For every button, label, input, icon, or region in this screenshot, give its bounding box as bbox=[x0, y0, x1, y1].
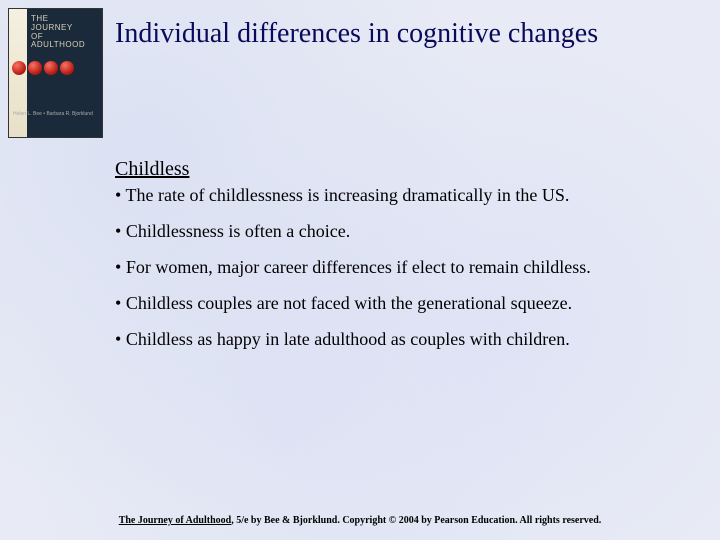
bullet-item: • The rate of childlessness is increasin… bbox=[115, 185, 690, 207]
bullet-item: • Childless couples are not faced with t… bbox=[115, 293, 690, 315]
bullet-text: Childless as happy in late adulthood as … bbox=[126, 329, 570, 349]
footer-book-title: The Journey of Adulthood bbox=[119, 515, 232, 526]
fruit-icon bbox=[60, 61, 74, 75]
bullet-item: • Childless as happy in late adulthood a… bbox=[115, 329, 690, 351]
bullet-item: • For women, major career differences if… bbox=[115, 257, 690, 279]
slide-title: Individual differences in cognitive chan… bbox=[115, 18, 598, 50]
fruit-icon bbox=[12, 61, 26, 75]
bullet-text: The rate of childlessness is increasing … bbox=[125, 185, 569, 205]
footer: The Journey of Adulthood, 5/e by Bee & B… bbox=[0, 515, 720, 526]
book-authors: Helen L. Bee • Barbara R. Bjorklund bbox=[13, 111, 93, 117]
fruit-icon bbox=[44, 61, 58, 75]
section-heading: Childless bbox=[115, 158, 690, 181]
footer-rest: , 5/e by Bee & Bjorklund. Copyright © 20… bbox=[231, 515, 601, 526]
book-cover-fruits bbox=[9, 61, 74, 75]
bullet-text: Childlessness is often a choice. bbox=[126, 221, 350, 241]
bullet-text: Childless couples are not faced with the… bbox=[126, 293, 572, 313]
bullet-text: For women, major career differences if e… bbox=[126, 257, 591, 277]
slide-content: Childless • The rate of childlessness is… bbox=[115, 158, 690, 365]
fruit-icon bbox=[28, 61, 42, 75]
book-title-line: ADULTHOOD bbox=[31, 41, 85, 50]
book-title-block: THE JOURNEY OF ADULTHOOD bbox=[31, 15, 85, 50]
bullet-item: • Childlessness is often a choice. bbox=[115, 221, 690, 243]
book-cover-image: THE JOURNEY OF ADULTHOOD Helen L. Bee • … bbox=[8, 8, 103, 138]
